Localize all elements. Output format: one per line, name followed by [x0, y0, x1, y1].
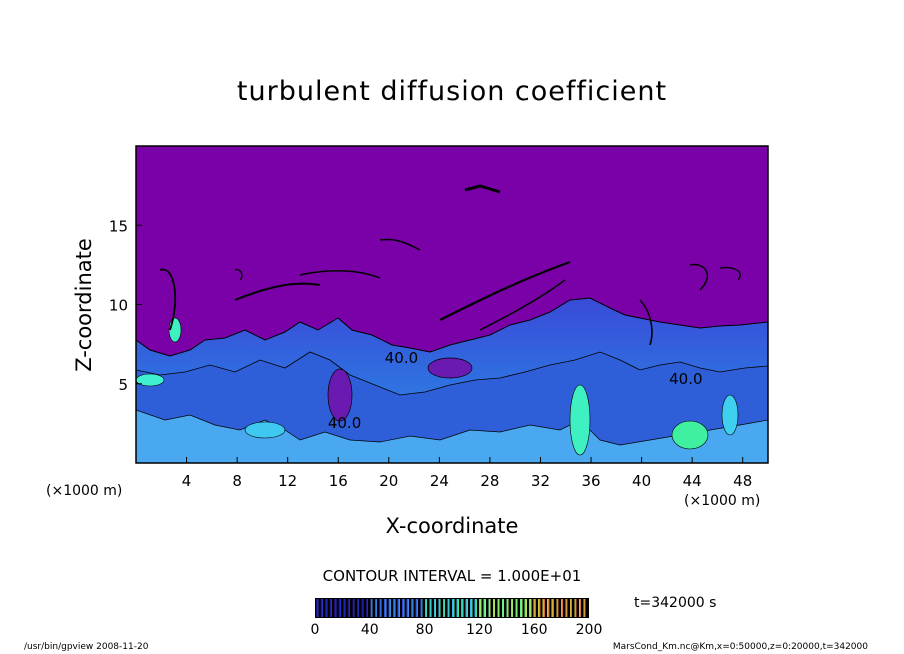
x-tick-label: 4	[182, 472, 192, 490]
y-tick-label: 10	[109, 297, 128, 315]
colorbar-tick-label: 200	[575, 622, 603, 638]
time-label: t=342000 s	[634, 595, 717, 611]
x-tick-label: 24	[430, 472, 449, 490]
colorbar-tick-label: 0	[310, 622, 320, 638]
colorbar	[315, 598, 589, 618]
x-unit-label-left: (×1000 m)	[46, 483, 123, 499]
turbulent-layer-inner	[136, 351, 768, 463]
x-tick-label: 40	[632, 472, 651, 490]
x-tick-label: 36	[581, 472, 600, 490]
chart-title: turbulent diffusion coefficient	[236, 76, 668, 107]
colorbar-tick-label: 80	[415, 622, 434, 638]
contour-label: 40.0	[385, 349, 418, 367]
colorbar-tick-label: 40	[360, 622, 379, 638]
x-tick-label: 48	[733, 472, 752, 490]
footer-command: /usr/bin/gpview 2008-11-20	[24, 642, 149, 652]
y-tick-label: 15	[109, 217, 128, 235]
x-tick-label: 16	[329, 472, 348, 490]
y-tick-label: 5	[118, 376, 128, 394]
colorbar-tick-label: 120	[466, 622, 493, 638]
y-axis-label: Z-coordinate	[72, 238, 96, 372]
x-tick-label: 28	[480, 472, 499, 490]
contour-label: 40.0	[669, 370, 702, 388]
x-tick-label: 8	[232, 472, 242, 490]
x-tick-label: 32	[531, 472, 550, 490]
x-tick-label: 12	[278, 472, 297, 490]
footer-source: MarsCond_Km.nc@Km,x=0:50000,z=0:20000,t=…	[612, 642, 868, 652]
x-tick-label: 20	[379, 472, 398, 490]
contour-label: 40.0	[328, 414, 361, 432]
x-tick-label: 44	[683, 472, 702, 490]
contour-interval-label: CONTOUR INTERVAL = 1.000E+01	[322, 567, 582, 585]
x-axis-label: X-coordinate	[385, 514, 519, 538]
x-unit-label-right: (×1000 m)	[684, 493, 761, 509]
colorbar-tick-label: 160	[520, 622, 548, 638]
